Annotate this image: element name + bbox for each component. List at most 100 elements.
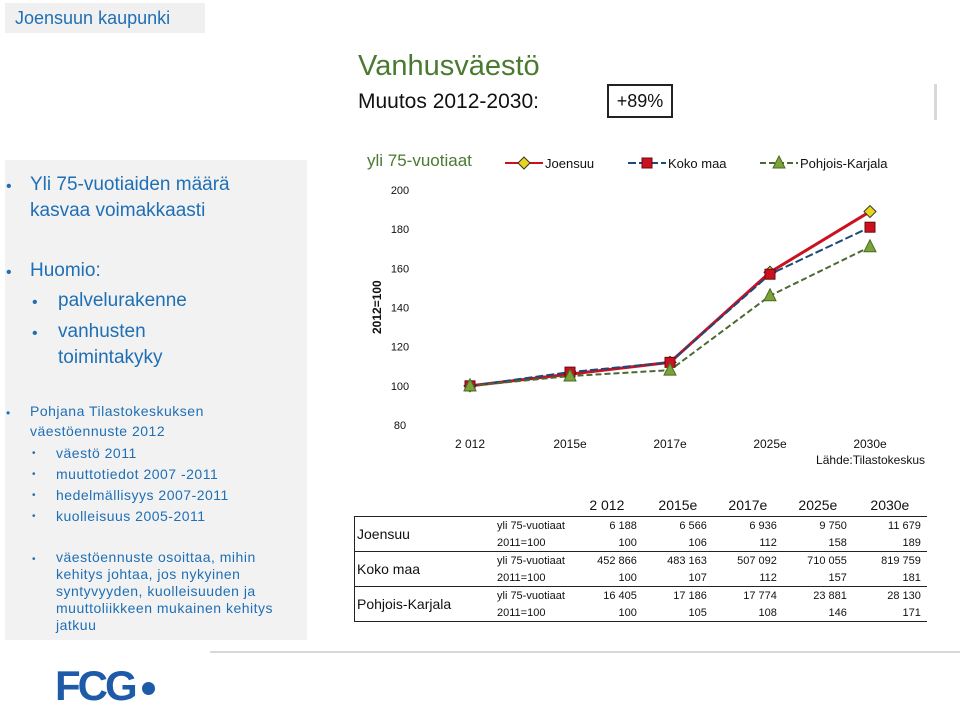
bullet-dot: • bbox=[6, 178, 12, 195]
table-cell: 146 bbox=[828, 606, 847, 619]
sidebar-bullet4-line2: kehitys johtaa, jos nykyinen bbox=[56, 566, 241, 582]
sidebar-bullet3-line2: väestöennuste 2012 bbox=[30, 423, 166, 439]
table-cell: 105 bbox=[688, 606, 707, 619]
data-point-triangle bbox=[463, 377, 477, 392]
table-cell: 171 bbox=[902, 606, 921, 619]
y-tick-label: 120 bbox=[391, 342, 409, 354]
region-cell: Joensuu bbox=[354, 516, 491, 552]
table-cell: 189 bbox=[902, 536, 921, 549]
source-label: Lähde:Tilastokeskus bbox=[816, 453, 925, 467]
data-table: 2 012 2015e 2017e 2025e 2030e Joensuu yl… bbox=[354, 494, 927, 622]
y-tick-label: 160 bbox=[391, 263, 409, 275]
sidebar-bullet1-line2: kasvaa voimakkaasti bbox=[30, 200, 206, 221]
sidebar-bullet4-line4: muuttoliikkeen mukainen kehitys bbox=[56, 600, 274, 616]
table-cell: 107 bbox=[688, 571, 707, 584]
table-header-cell: 2015e bbox=[658, 497, 698, 513]
data-point-triangle bbox=[772, 154, 786, 169]
table-cell: 100 bbox=[618, 536, 637, 549]
bullet-dot: • bbox=[32, 511, 36, 522]
table-cell: 112 bbox=[759, 536, 777, 549]
table-cell: 158 bbox=[828, 536, 847, 549]
data-point-square bbox=[764, 268, 776, 280]
sidebar-sub3-item4: kuolleisuus 2005-2011 bbox=[56, 508, 206, 524]
sidebar-sub3-item3: hedelmällisyys 2007-2011 bbox=[56, 487, 229, 503]
y-tick-label: 100 bbox=[391, 381, 409, 393]
legend-label: Joensuu bbox=[545, 156, 594, 171]
data-point-square bbox=[864, 221, 876, 233]
table-cell: 23 881 bbox=[813, 589, 847, 602]
bullet-dot: • bbox=[6, 406, 11, 420]
x-tick-label: 2017e bbox=[653, 437, 687, 451]
table-cell: 181 bbox=[902, 571, 921, 584]
table-cell: 9 750 bbox=[819, 519, 847, 532]
table-row: Pohjois-Karjala yli 75-vuotiaat 16 405 1… bbox=[354, 586, 927, 622]
bullet-dot: • bbox=[6, 264, 12, 281]
legend-label: Pohjois-Karjala bbox=[800, 156, 888, 171]
decor-bar bbox=[934, 84, 937, 120]
data-point-square bbox=[641, 157, 653, 169]
sidebar-bullet4-line1: väestöennuste osoittaa, mihin bbox=[56, 549, 256, 565]
row-label: yli 75-vuotiaat bbox=[497, 554, 565, 567]
row-label: yli 75-vuotiaat bbox=[497, 519, 565, 532]
page-subtitle: Muutos 2012-2030: bbox=[358, 90, 539, 113]
table-cell: 483 163 bbox=[667, 554, 707, 567]
bullet-dot: • bbox=[32, 490, 36, 501]
x-tick-label: 2015e bbox=[553, 437, 587, 451]
table-header-cell: 2030e bbox=[870, 497, 910, 513]
bullet-dot: • bbox=[32, 554, 36, 565]
table-cell: 16 405 bbox=[603, 589, 637, 602]
table-cell: 507 092 bbox=[737, 554, 777, 567]
row-label: 2011=100 bbox=[497, 606, 546, 619]
y-axis-label: 2012=100 bbox=[370, 280, 384, 334]
table-header-cell: 2017e bbox=[728, 497, 768, 513]
table-row: Koko maa yli 75-vuotiaat 452 866 483 163… bbox=[354, 551, 927, 587]
table-cell: 6 936 bbox=[749, 519, 777, 532]
bullet-dot: • bbox=[32, 469, 36, 480]
region-cell: Koko maa bbox=[354, 551, 491, 587]
y-tick-label: 80 bbox=[394, 420, 406, 432]
row-label: 2011=100 bbox=[497, 571, 546, 584]
data-point-triangle bbox=[763, 287, 777, 302]
table-cell: 819 759 bbox=[881, 554, 921, 567]
table-cell: 6 188 bbox=[609, 519, 637, 532]
table-cell: 452 866 bbox=[597, 554, 637, 567]
y-tick-label: 140 bbox=[391, 303, 409, 315]
footer-divider bbox=[210, 651, 960, 653]
table-cell: 6 566 bbox=[679, 519, 707, 532]
sidebar-bullet4-line5: jatkuu bbox=[56, 617, 97, 633]
table-header-row: 2 012 2015e 2017e 2025e 2030e bbox=[355, 494, 927, 517]
company-logo: FCG bbox=[55, 662, 138, 709]
y-tick-label: 200 bbox=[391, 185, 409, 197]
chart-title: yli 75-vuotiaat bbox=[367, 151, 472, 170]
table-row: 2011=100 100 107 112 157 181 bbox=[355, 569, 927, 587]
sidebar-bullet3-line1: Pohjana Tilastokeskuksen bbox=[30, 403, 204, 419]
sidebar-bullet2: Huomio: bbox=[30, 260, 101, 281]
table-cell: 17 186 bbox=[673, 589, 707, 602]
sidebar-sub2-item3: toimintakyky bbox=[58, 347, 163, 368]
sidebar-sub2-item2: vanhusten bbox=[58, 321, 146, 342]
table-header-cell: 2025e bbox=[798, 497, 838, 513]
data-point-triangle bbox=[863, 238, 877, 253]
row-label: 2011=100 bbox=[497, 536, 546, 549]
table-cell: 710 055 bbox=[807, 554, 847, 567]
bullet-dot: • bbox=[32, 325, 38, 342]
legend-label: Koko maa bbox=[668, 156, 727, 171]
table-cell: 112 bbox=[759, 571, 777, 584]
region-cell: Pohjois-Karjala bbox=[354, 586, 491, 622]
sidebar-sub2-item1: palvelurakenne bbox=[58, 290, 187, 311]
x-tick-label: 2025e bbox=[753, 437, 787, 451]
sidebar-sub3-item1: väestö 2011 bbox=[56, 445, 137, 461]
x-tick-label: 2 012 bbox=[455, 437, 485, 451]
table-cell: 17 774 bbox=[743, 589, 777, 602]
data-point-triangle bbox=[563, 367, 577, 382]
table-cell: 100 bbox=[618, 571, 637, 584]
sidebar-panel bbox=[5, 160, 307, 640]
bullet-dot: • bbox=[32, 448, 36, 459]
sidebar-bullet4-line3: syntyvyyden, kuolleisuuden ja bbox=[56, 583, 256, 599]
bullet-dot: • bbox=[32, 294, 38, 311]
table-row: 2011=100 100 105 108 146 171 bbox=[354, 604, 927, 622]
table-row: 2011=100 100 106 112 158 189 bbox=[355, 534, 927, 552]
page-title: Vanhusväestö bbox=[358, 50, 540, 82]
table-cell: 28 130 bbox=[887, 589, 921, 602]
